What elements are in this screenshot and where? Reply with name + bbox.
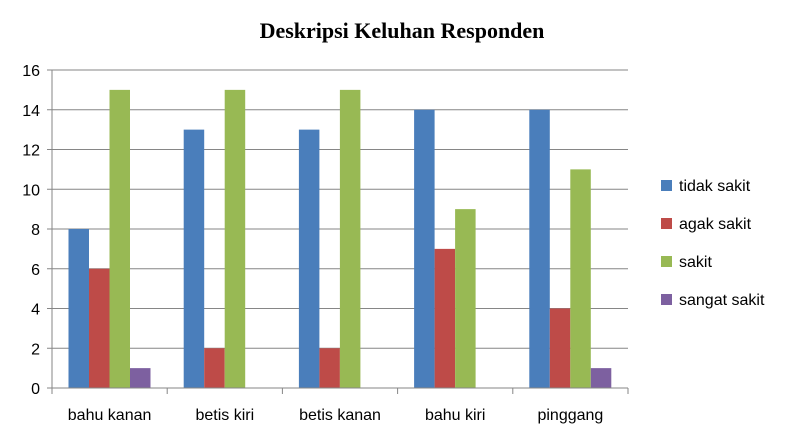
bar-sakit-bahu-kiri: [455, 209, 476, 388]
x-axis-labels: bahu kanan betis kiri betis kanan bahu kiri…: [68, 407, 604, 424]
bar-agak-sakit-betis-kanan: [319, 348, 340, 388]
bar-tidak-sakit-bahu-kanan: [68, 229, 89, 388]
bars: [68, 89, 612, 388]
legend-swatch: [661, 294, 672, 305]
legend-swatch: [661, 180, 672, 191]
bar-tidak-sakit-betis-kanan: [298, 129, 320, 388]
legend-label: sakit: [679, 254, 712, 271]
x-tick-label: betis kiri: [195, 407, 254, 424]
bar-agak-sakit-betis-kiri: [204, 348, 225, 388]
legend-swatch: [661, 256, 672, 267]
bar-tidak-sakit-betis-kiri: [183, 129, 205, 388]
y-tick-label: 4: [31, 302, 40, 319]
legend-label: agak sakit: [679, 216, 752, 233]
bar-tidak-sakit-bahu-kiri: [414, 109, 435, 388]
x-tick-label: bahu kiri: [425, 407, 485, 424]
bar-sakit-betis-kiri: [224, 89, 246, 388]
bar-sakit-bahu-kanan: [109, 89, 130, 388]
y-tick-label: 12: [22, 143, 40, 160]
bar-tidak-sakit-pinggang: [529, 109, 550, 388]
bar-sakit-betis-kanan: [339, 89, 361, 388]
legend-label: tidak sakit: [679, 178, 751, 195]
y-tick-label: 0: [31, 381, 40, 398]
legend-swatch: [661, 218, 672, 229]
y-axis-ticks: 0 2 4 6 8 10 12 14 16: [22, 63, 52, 398]
bar-agak-sakit-pinggang: [549, 308, 571, 388]
bar-sangat-sakit-bahu-kanan: [130, 368, 151, 388]
x-tick-label: betis kanan: [299, 407, 381, 424]
y-tick-label: 14: [22, 103, 40, 120]
bar-agak-sakit-bahu-kiri: [434, 248, 456, 388]
x-tick-label: bahu kanan: [68, 407, 152, 424]
y-tick-label: 16: [22, 63, 40, 80]
y-tick-label: 2: [31, 341, 40, 358]
chart-title: Deskripsi Keluhan Responden: [260, 18, 545, 43]
legend-label: sangat sakit: [679, 292, 765, 309]
y-tick-label: 10: [22, 182, 40, 199]
legend: tidak sakit agak sakit sakit sangat sakit: [661, 178, 765, 309]
y-tick-label: 6: [31, 262, 40, 279]
axes: [51, 70, 629, 394]
y-tick-label: 8: [31, 222, 40, 239]
bar-sakit-pinggang: [570, 169, 591, 388]
bar-agak-sakit-bahu-kanan: [89, 268, 110, 388]
bar-sangat-sakit-pinggang: [590, 368, 612, 388]
x-tick-label: pinggang: [537, 407, 603, 424]
